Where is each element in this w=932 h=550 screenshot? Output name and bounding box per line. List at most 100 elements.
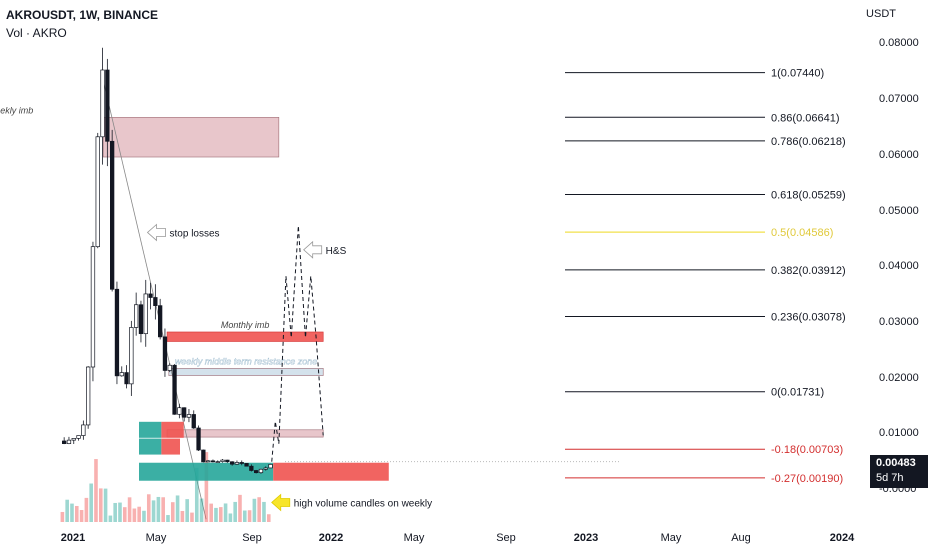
y-tick-label: 0.05000	[879, 205, 919, 217]
arrow-icon	[303, 240, 323, 259]
volume-bar	[94, 459, 98, 522]
fib-label: 0.236(0.03078)	[771, 311, 846, 323]
y-axis[interactable]: 0.08000 0.07000 0.06000 0.05000 0.04000 0.030…	[879, 37, 919, 495]
y-tick-label: 0.08000	[879, 37, 919, 49]
candle-body	[206, 460, 211, 463]
volume-indicator-label[interactable]: Vol · AKRO	[6, 26, 67, 40]
volume-bars	[60, 452, 271, 522]
projection-path	[271, 225, 324, 462]
volume-profile-down	[161, 438, 181, 455]
zones: weekly imb Monthly imb weekly middle term …	[0, 105, 324, 438]
volume-bar	[242, 510, 247, 522]
candle-body	[71, 438, 76, 441]
candle-body	[105, 69, 110, 142]
annotation-label: H&S	[326, 246, 347, 257]
candle-body	[215, 461, 220, 463]
volume-bar	[218, 507, 223, 522]
volume-profile-up	[139, 462, 274, 481]
candle-body	[210, 460, 216, 463]
x-tick-label: May	[146, 532, 167, 544]
candle-body	[254, 470, 259, 474]
candle-body	[86, 366, 91, 426]
x-axis[interactable]: 2021 May Sep 2022 May Sep 2023 May Aug 2024	[61, 532, 855, 544]
projection-path	[271, 225, 324, 462]
x-tick-label: May	[661, 532, 682, 544]
x-tick-label: Aug	[731, 532, 751, 544]
candle-body	[268, 464, 273, 469]
fib-label: 0.5(0.04586)	[771, 227, 833, 239]
zone-label: Monthly imb	[221, 320, 270, 330]
fib-label: 1(0.07440)	[771, 68, 824, 80]
candle-body	[110, 140, 115, 290]
x-tick-label: 2023	[574, 532, 598, 544]
candle-body	[134, 304, 139, 328]
annotation-label: high volume candles on weekly	[294, 498, 432, 509]
trendline	[101, 72, 207, 520]
volume-bar	[70, 503, 74, 522]
candle-body	[182, 407, 187, 418]
volume-bar	[98, 488, 103, 522]
y-tick-label: 0.07000	[879, 93, 919, 105]
candle-body	[186, 414, 192, 418]
y-tick-label: 0.04000	[879, 260, 919, 272]
fib-label: 0.382(0.03912)	[771, 265, 846, 277]
volume-bar	[252, 498, 257, 522]
x-tick-label: 2021	[61, 532, 85, 544]
volume-profile-down	[273, 462, 389, 481]
candle-body	[76, 435, 81, 439]
candle-body	[172, 364, 177, 415]
x-tick-label: 2024	[830, 532, 855, 544]
volume-profile-up	[139, 438, 162, 455]
volume-bar	[161, 497, 165, 522]
volume-bar	[84, 497, 89, 522]
fib-label: 0.786(0.06218)	[771, 136, 846, 148]
volume-bar	[60, 511, 65, 522]
volume-bar	[185, 499, 189, 522]
zone-box	[168, 368, 324, 376]
volume-bar	[228, 513, 233, 522]
volume-bar	[79, 510, 84, 522]
last-price-badge: 0.00483 5d 7h	[870, 455, 928, 488]
y-tick-label: 0.03000	[879, 316, 919, 328]
volume-bar	[103, 488, 108, 522]
arrow-icon	[146, 223, 166, 242]
y-tick-label: 0.02000	[879, 372, 919, 384]
last-price-value: 0.00483	[876, 457, 916, 469]
volume-bar	[190, 512, 194, 522]
candle-body	[81, 424, 86, 436]
annotation-label: stop losses	[170, 228, 220, 239]
fib-label: -0.27(0.00190)	[771, 473, 843, 485]
chart-title[interactable]: AKROUSDT, 1W, BINANCE	[6, 8, 159, 22]
candle-body	[177, 407, 182, 415]
x-tick-label: May	[404, 532, 425, 544]
currency-label: USDT	[866, 8, 896, 20]
volume-bar	[132, 508, 137, 522]
volume-bar	[214, 507, 218, 522]
candle-body	[100, 69, 105, 138]
volume-bar	[65, 499, 69, 522]
fib-label: -0.18(0.00703)	[771, 444, 843, 456]
volume-bar	[146, 494, 151, 522]
candle-body	[114, 288, 120, 377]
volume-bar	[209, 503, 213, 522]
volume-bar	[108, 515, 113, 522]
volume-bar	[233, 501, 237, 522]
candle-body	[158, 305, 163, 338]
candle-body	[196, 427, 201, 451]
candle-body	[95, 136, 100, 248]
fib-label: 0(0.01731)	[771, 387, 824, 399]
candle-body	[138, 304, 144, 335]
fib-levels: 1(0.07440) 0.86(0.06641) 0.786(0.06218) 0.6…	[565, 68, 846, 485]
volume-profile-up	[139, 421, 162, 438]
zone-label: weekly imb	[0, 105, 33, 115]
trend-line	[101, 72, 207, 520]
arrow-icon	[271, 493, 291, 512]
volume-bar	[122, 507, 127, 522]
candle-body	[119, 372, 124, 377]
volume-bar	[262, 501, 266, 522]
candle-countdown: 5d 7h	[876, 472, 904, 484]
volume-bar	[156, 496, 161, 522]
volume-profile-down	[161, 421, 184, 438]
candle-body	[129, 327, 134, 385]
